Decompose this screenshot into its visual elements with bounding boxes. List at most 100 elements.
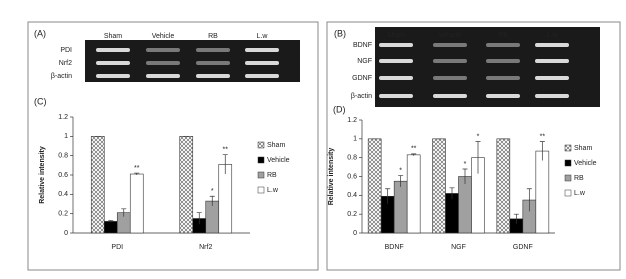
- row-label: Nrf2: [59, 60, 72, 67]
- y-tick-label: 0.6: [347, 173, 357, 180]
- bar: [458, 176, 472, 234]
- legend-label: L.w: [574, 190, 586, 197]
- y-tick-label: 1: [353, 136, 357, 143]
- gel-band: [196, 61, 230, 65]
- x-tick-label: Nrf2: [199, 244, 212, 251]
- gel-band: [245, 61, 279, 65]
- row-label: β-actin: [351, 93, 372, 100]
- bar: [496, 138, 511, 234]
- legend-label: Sham: [267, 142, 285, 149]
- gel-band: [486, 94, 520, 98]
- gel-band: [486, 43, 520, 47]
- gel-band: [433, 76, 467, 80]
- error-bar: [196, 212, 202, 225]
- legend-swatch: [564, 159, 572, 167]
- significance-mark: *: [211, 188, 214, 195]
- legend-label: RB: [574, 175, 584, 182]
- legend-swatch: [257, 186, 265, 194]
- error-bar: [121, 208, 127, 217]
- error-bar: [222, 154, 228, 175]
- y-tick-label: 1.2: [58, 114, 68, 121]
- row-label: NGF: [357, 58, 372, 65]
- gel-band: [486, 76, 520, 80]
- x-tick-label: BDNF: [385, 244, 404, 251]
- y-tick-label: 0.4: [58, 191, 68, 198]
- bar: [367, 138, 382, 234]
- gel-band: [146, 61, 180, 65]
- panel-frame: [27, 21, 319, 271]
- lane-label: Sham: [387, 32, 405, 39]
- lane-label: L.w: [547, 32, 559, 39]
- gel-band: [535, 76, 569, 80]
- gel-band: [379, 43, 413, 47]
- legend-swatch: [564, 174, 572, 182]
- bar: [445, 193, 459, 234]
- bar: [179, 136, 194, 234]
- bar: [103, 221, 118, 234]
- error-bar: [513, 213, 519, 224]
- legend-swatch: [564, 189, 572, 197]
- significance-mark: *: [399, 167, 402, 174]
- gel-band: [96, 61, 130, 65]
- legend-label: Vehicle: [267, 157, 290, 164]
- error-bar: [449, 187, 455, 200]
- y-tick-label: 0.8: [58, 153, 68, 160]
- bar: [218, 164, 233, 234]
- bar: [406, 154, 421, 234]
- y-axis-title: Relative intensity: [39, 146, 46, 204]
- error-bar: [385, 188, 391, 204]
- significance-mark: **: [134, 165, 140, 172]
- significance-mark: **: [540, 134, 546, 141]
- lane-label: Vehicle: [439, 32, 462, 39]
- panel-label: (B): [334, 28, 346, 38]
- gel-band: [379, 76, 413, 80]
- error-bar: [398, 175, 404, 187]
- lane-label: RB: [208, 33, 218, 40]
- gel-band: [96, 48, 130, 52]
- bar: [393, 180, 408, 234]
- row-label: PDI: [60, 47, 72, 54]
- gel-band: [486, 59, 520, 63]
- legend-swatch: [257, 171, 265, 179]
- significance-mark: **: [223, 147, 229, 154]
- gel-band: [433, 43, 467, 47]
- gel-band: [196, 48, 230, 52]
- x-tick-label: PDI: [111, 244, 123, 251]
- row-label: BDNF: [353, 42, 372, 49]
- significance-mark: *: [477, 134, 480, 141]
- x-tick-label: GDNF: [513, 244, 533, 251]
- y-tick-label: 1.2: [347, 117, 357, 124]
- gel-band: [535, 94, 569, 98]
- bar: [129, 173, 144, 234]
- gel-band: [379, 59, 413, 63]
- panel-label: (C): [34, 96, 47, 106]
- gel-band: [433, 59, 467, 63]
- lane-label: L.w: [257, 33, 269, 40]
- row-label: β-actin: [51, 73, 72, 80]
- gel-band: [96, 74, 130, 78]
- gel-band: [433, 94, 467, 98]
- error-bar: [475, 141, 481, 174]
- y-tick-label: 0: [64, 230, 68, 237]
- error-bar: [209, 195, 215, 206]
- legend-label: L.w: [267, 187, 279, 194]
- gel-image: [375, 27, 600, 107]
- lane-label: Vehicle: [152, 33, 175, 40]
- error-bar: [134, 172, 140, 175]
- y-tick-label: 1: [64, 133, 68, 140]
- gel-band: [535, 43, 569, 47]
- significance-mark: *: [464, 161, 467, 168]
- x-tick-label: NGF: [451, 244, 466, 251]
- lane-label: Sham: [104, 33, 122, 40]
- panel-label: (A): [34, 28, 46, 38]
- y-tick-label: 0.6: [58, 172, 68, 179]
- error-bar: [462, 168, 468, 185]
- panel-label: (D): [333, 104, 346, 114]
- legend-label: Sham: [574, 145, 592, 152]
- gel-band: [379, 94, 413, 98]
- legend-swatch: [257, 156, 265, 164]
- legend-swatch: [564, 144, 572, 152]
- bar: [535, 150, 550, 234]
